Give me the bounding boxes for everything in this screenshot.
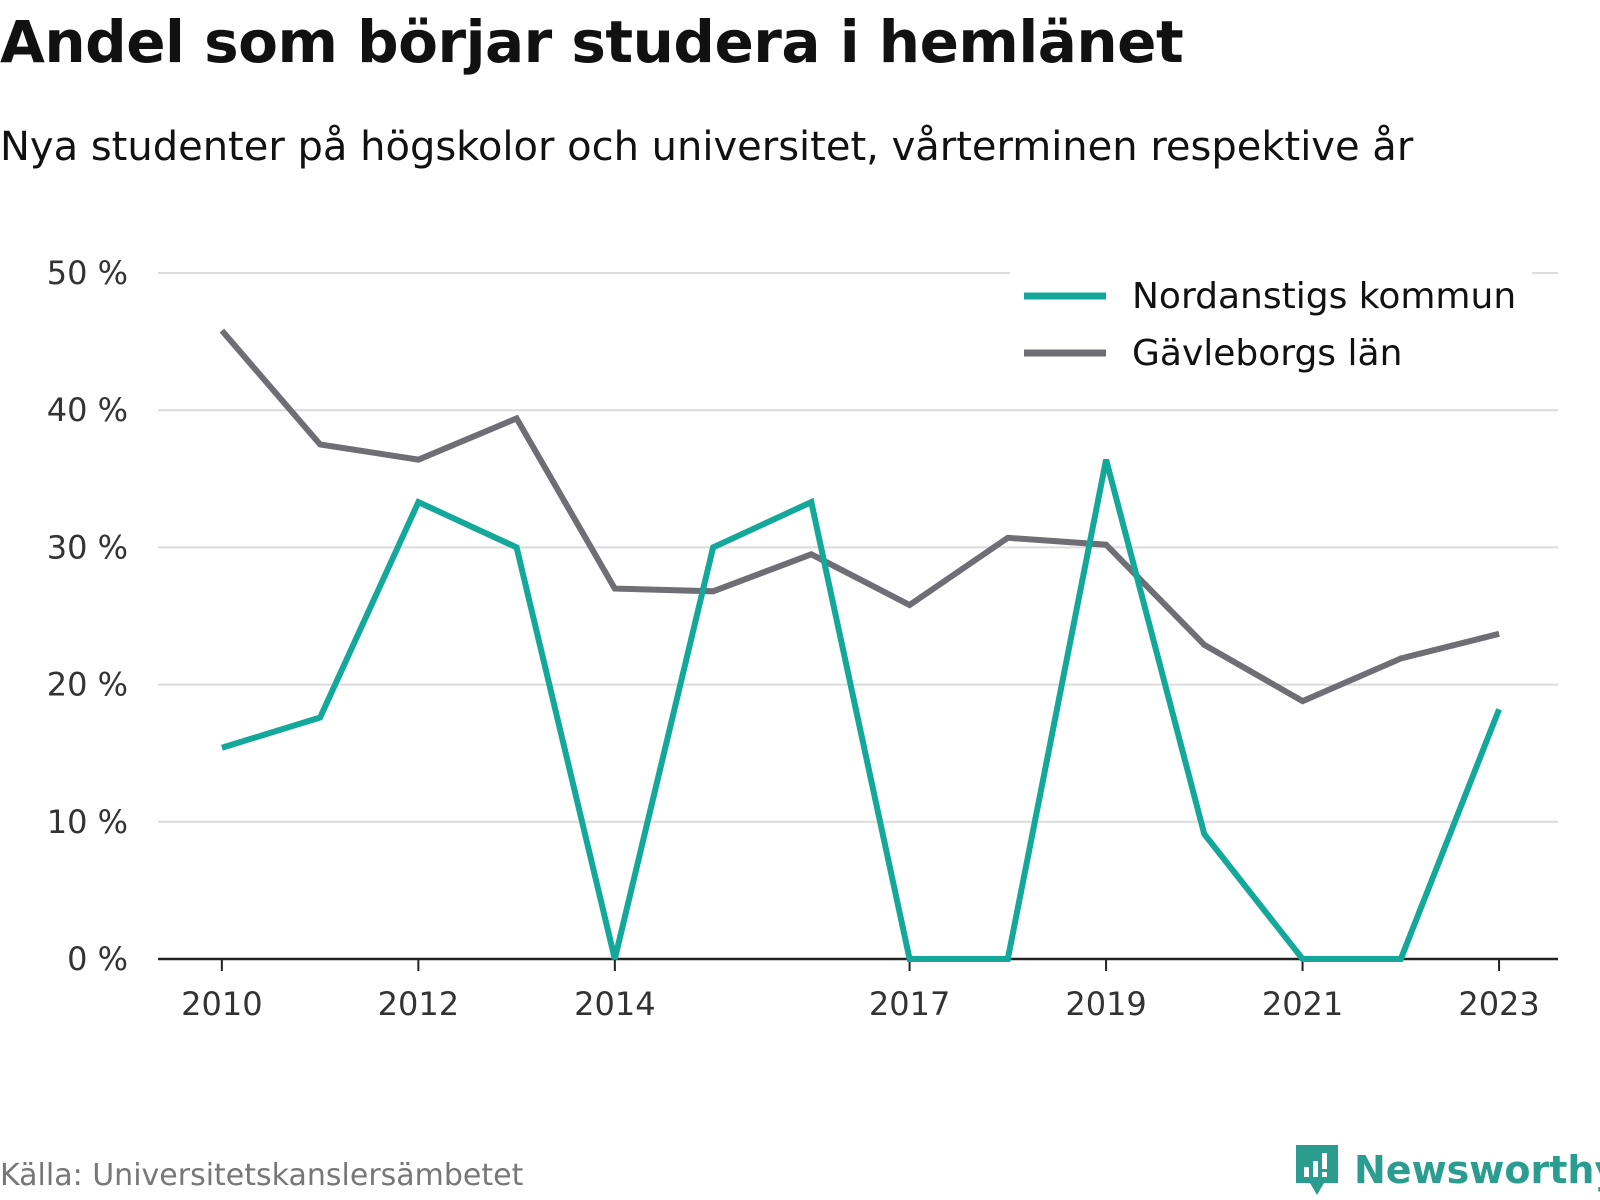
chart-title: Andel som börjar studera i hemlänet — [0, 8, 1184, 76]
legend-label: Nordanstigs kommun — [1132, 276, 1516, 317]
line-chart: 0 % 10 % 20 % 30 % 40 % 50 % 2010 2012 2014 2017… — [47, 254, 1558, 1023]
legend-label: Gävleborgs län — [1132, 333, 1402, 374]
newsworthy-logo-icon — [1296, 1145, 1338, 1195]
y-tick-label: 50 % — [47, 254, 128, 292]
brand: Newsworthy — [1292, 1140, 1600, 1200]
brand-name: Newsworthy — [1354, 1148, 1600, 1192]
x-tick-label: 2023 — [1458, 985, 1539, 1023]
legend-background — [1010, 272, 1532, 390]
x-tick-label: 2019 — [1065, 985, 1146, 1023]
y-tick-label: 20 % — [47, 666, 128, 704]
x-tick-label: 2012 — [378, 985, 459, 1023]
source-note: Källa: Universitetskanslersämbetet — [0, 1158, 524, 1193]
chart-subtitle: Nya studenter på högskolor och universit… — [0, 124, 1414, 170]
x-tick-label: 2021 — [1262, 985, 1343, 1023]
x-tick-label: 2017 — [869, 985, 950, 1023]
y-tick-label: 10 % — [47, 803, 128, 841]
y-tick-label: 30 % — [47, 528, 128, 566]
x-axis: 2010 2012 2014 2017 2019 2021 2023 — [158, 957, 1558, 1023]
series-line — [219, 328, 1500, 705]
y-tick-label: 0 % — [67, 940, 128, 978]
series-lines — [219, 328, 1502, 962]
x-tick-label: 2014 — [574, 985, 655, 1023]
legend: Nordanstigs kommun Gävleborgs län — [1010, 272, 1532, 390]
x-tick-label: 2010 — [181, 985, 262, 1023]
y-axis: 0 % 10 % 20 % 30 % 40 % 50 % — [47, 254, 128, 978]
series-line — [221, 458, 1502, 962]
y-tick-label: 40 % — [47, 391, 128, 429]
